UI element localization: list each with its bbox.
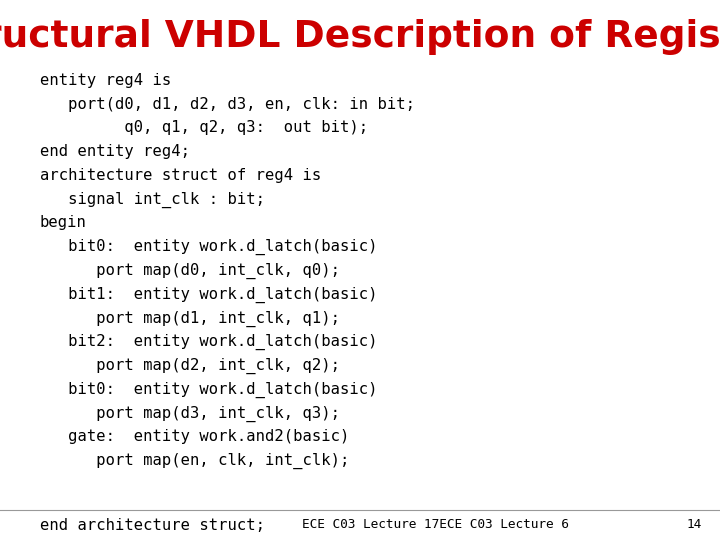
Text: port map(en, clk, int_clk);: port map(en, clk, int_clk);	[40, 453, 349, 469]
Text: bit1:  entity work.d_latch(basic): bit1: entity work.d_latch(basic)	[40, 287, 377, 303]
Text: ECE C03 Lecture 17ECE C03 Lecture 6: ECE C03 Lecture 17ECE C03 Lecture 6	[302, 518, 570, 531]
Text: Structural VHDL Description of Register: Structural VHDL Description of Register	[0, 19, 720, 55]
Text: end architecture struct;: end architecture struct;	[40, 518, 265, 534]
Text: port(d0, d1, d2, d3, en, clk: in bit;: port(d0, d1, d2, d3, en, clk: in bit;	[40, 97, 415, 112]
Text: port map(d2, int_clk, q2);: port map(d2, int_clk, q2);	[40, 358, 340, 374]
Text: q0, q1, q2, q3:  out bit);: q0, q1, q2, q3: out bit);	[40, 120, 368, 136]
Text: port map(d1, int_clk, q1);: port map(d1, int_clk, q1);	[40, 310, 340, 327]
Text: end entity reg4;: end entity reg4;	[40, 144, 189, 159]
Text: bit2:  entity work.d_latch(basic): bit2: entity work.d_latch(basic)	[40, 334, 377, 350]
Text: bit0:  entity work.d_latch(basic): bit0: entity work.d_latch(basic)	[40, 382, 377, 398]
Text: signal int_clk : bit;: signal int_clk : bit;	[40, 192, 265, 208]
Text: bit0:  entity work.d_latch(basic): bit0: entity work.d_latch(basic)	[40, 239, 377, 255]
Text: 14: 14	[687, 518, 702, 531]
Text: architecture struct of reg4 is: architecture struct of reg4 is	[40, 168, 321, 183]
Text: port map(d0, int_clk, q0);: port map(d0, int_clk, q0);	[40, 263, 340, 279]
Text: gate:  entity work.and2(basic): gate: entity work.and2(basic)	[40, 429, 349, 444]
Text: begin: begin	[40, 215, 86, 231]
Text: port map(d3, int_clk, q3);: port map(d3, int_clk, q3);	[40, 406, 340, 422]
Text: entity reg4 is: entity reg4 is	[40, 73, 171, 88]
